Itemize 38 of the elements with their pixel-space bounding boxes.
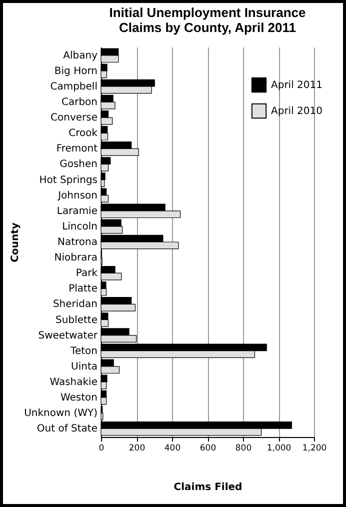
y-tick-label: Goshen (60, 159, 98, 170)
x-tick-label: 1,200 (302, 444, 327, 454)
y-tick-label: Campbell (50, 82, 98, 92)
text: Claims by County, April 2011 (119, 20, 296, 35)
y-tick-label: Natrona (57, 237, 98, 248)
y-tick-label: Park (76, 268, 98, 280)
y-tick-label: Laramie (56, 206, 98, 217)
y-tick-label: Sweetwater (38, 330, 98, 342)
y-axis-title: County (10, 222, 22, 262)
text: Initial Unemployment Insurance (109, 5, 306, 20)
x-tick-label: 1,000 (266, 444, 292, 454)
x-tick-label: 200 (128, 444, 146, 454)
y-tick-label: Sheridan (52, 299, 98, 310)
y-tick-label: Uinta (71, 361, 98, 372)
y-tick-label: Albany (63, 50, 98, 62)
y-tick-label: Fremont (56, 144, 98, 155)
y-tick-label: Lincoln (62, 221, 98, 232)
y-tick-label: Crook (68, 128, 98, 140)
y-tick-label: Converse (50, 112, 98, 124)
y-tick-label: Washakie (50, 376, 98, 388)
x-tick-label: 400 (164, 444, 181, 454)
y-tick-label: Niobrara (54, 252, 98, 264)
y-tick-label: Platte (68, 284, 98, 295)
y-tick-label: Unknown (WY) (24, 408, 98, 420)
y-tick-label: Teton (70, 346, 98, 357)
y-tick-label: Carbon (61, 97, 98, 108)
y-tick-label: Weston (60, 392, 98, 404)
y-tick-label: Sublette (56, 314, 98, 326)
legend-label: April 2011 (271, 80, 322, 91)
y-tick-label: Big Horn (54, 66, 98, 77)
x-axis-title: Claims Filed (174, 482, 242, 493)
legend-label: April 2010 (271, 106, 322, 117)
y-tick-label: Out of State (36, 424, 98, 435)
x-tick-label: 600 (200, 444, 216, 454)
x-tick-label: 0 (98, 444, 104, 454)
y-tick-label: Hot Springs (39, 174, 98, 186)
x-tick-label: 800 (235, 444, 252, 454)
y-tick-label: Johnson (57, 190, 98, 202)
